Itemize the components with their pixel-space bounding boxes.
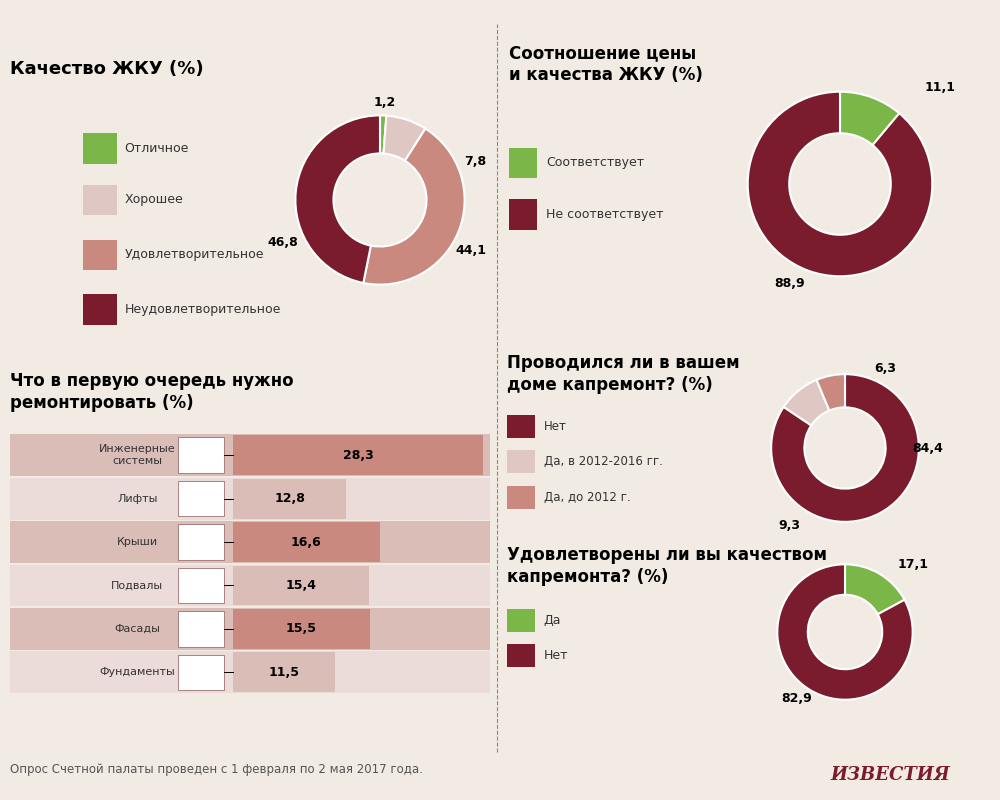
Bar bbox=[507, 415, 534, 438]
Text: Фасады: Фасады bbox=[114, 624, 160, 634]
Bar bbox=[10, 565, 490, 606]
Text: Неудовлетворительное: Неудовлетворительное bbox=[124, 303, 281, 316]
Bar bbox=[507, 644, 534, 667]
Bar bbox=[233, 435, 483, 475]
Text: 84,4: 84,4 bbox=[912, 442, 943, 454]
Text: 88,9: 88,9 bbox=[774, 277, 805, 290]
Wedge shape bbox=[845, 564, 905, 614]
Text: ИЗВЕСТИЯ: ИЗВЕСТИЯ bbox=[830, 766, 950, 784]
Text: Нет: Нет bbox=[544, 650, 568, 662]
Text: Что в первую очередь нужно
ремонтировать (%): Что в первую очередь нужно ремонтировать… bbox=[10, 372, 294, 412]
Bar bbox=[233, 522, 380, 562]
Text: Инженерные
системы: Инженерные системы bbox=[99, 445, 176, 466]
Bar bbox=[10, 434, 490, 476]
Bar bbox=[178, 654, 224, 690]
Bar bbox=[178, 438, 224, 473]
Bar bbox=[509, 199, 537, 230]
Text: Удовлетворительное: Удовлетворительное bbox=[124, 248, 264, 262]
Text: 82,9: 82,9 bbox=[781, 692, 812, 705]
Text: Опрос Счетной палаты проведен с 1 февраля по 2 мая 2017 года.: Опрос Счетной палаты проведен с 1 феврал… bbox=[10, 763, 423, 776]
Wedge shape bbox=[384, 116, 425, 161]
Text: Качество ЖКУ (%): Качество ЖКУ (%) bbox=[10, 60, 204, 78]
Text: 9,3: 9,3 bbox=[779, 519, 801, 532]
Wedge shape bbox=[295, 115, 380, 283]
Bar bbox=[83, 185, 117, 215]
Text: Удовлетворены ли вы качеством
капремонта? (%): Удовлетворены ли вы качеством капремонта… bbox=[507, 546, 827, 586]
Text: Да, в 2012-2016 гг.: Да, в 2012-2016 гг. bbox=[544, 455, 663, 468]
Bar bbox=[233, 653, 335, 692]
Text: Крыши: Крыши bbox=[117, 537, 158, 547]
Wedge shape bbox=[817, 374, 845, 410]
Text: Не соответствует: Не соответствует bbox=[546, 208, 664, 221]
Text: Отличное: Отличное bbox=[124, 142, 189, 155]
Bar bbox=[507, 450, 534, 473]
Bar bbox=[83, 133, 117, 163]
Text: 12,8: 12,8 bbox=[274, 492, 305, 505]
Text: 15,4: 15,4 bbox=[286, 579, 317, 592]
Text: Хорошее: Хорошее bbox=[124, 194, 183, 206]
Wedge shape bbox=[748, 92, 932, 276]
Text: 17,1: 17,1 bbox=[897, 558, 928, 571]
Text: Да: Да bbox=[544, 614, 561, 627]
Text: 11,1: 11,1 bbox=[924, 81, 955, 94]
Wedge shape bbox=[777, 564, 913, 700]
Text: Нет: Нет bbox=[544, 420, 567, 434]
Text: 7,8: 7,8 bbox=[464, 155, 486, 169]
Bar bbox=[10, 608, 490, 650]
Bar bbox=[507, 609, 534, 632]
Bar bbox=[83, 294, 117, 325]
Bar bbox=[178, 568, 224, 603]
Bar bbox=[10, 478, 490, 520]
Text: 46,8: 46,8 bbox=[267, 236, 298, 249]
Text: 6,3: 6,3 bbox=[875, 362, 897, 374]
Text: 28,3: 28,3 bbox=[343, 449, 373, 462]
Text: Соответствует: Соответствует bbox=[546, 156, 644, 170]
Text: Лифты: Лифты bbox=[117, 494, 157, 504]
Bar bbox=[83, 239, 117, 270]
Text: 15,5: 15,5 bbox=[286, 622, 317, 635]
Bar bbox=[507, 486, 534, 510]
Bar bbox=[233, 609, 370, 649]
Text: Подвалы: Подвалы bbox=[111, 581, 163, 590]
Text: 1,2: 1,2 bbox=[373, 96, 395, 109]
Text: Проводился ли в вашем
доме капремонт? (%): Проводился ли в вашем доме капремонт? (%… bbox=[507, 354, 740, 394]
Text: 11,5: 11,5 bbox=[268, 666, 299, 679]
Text: Да, до 2012 г.: Да, до 2012 г. bbox=[544, 491, 630, 505]
Bar bbox=[233, 566, 369, 606]
Wedge shape bbox=[380, 115, 386, 154]
Bar bbox=[178, 611, 224, 646]
Wedge shape bbox=[840, 92, 899, 145]
Text: 16,6: 16,6 bbox=[291, 535, 322, 549]
Bar bbox=[509, 147, 537, 178]
Wedge shape bbox=[784, 380, 829, 426]
Wedge shape bbox=[363, 129, 465, 285]
Bar bbox=[10, 521, 490, 563]
Wedge shape bbox=[771, 374, 919, 522]
Text: Соотношение цены
и качества ЖКУ (%): Соотношение цены и качества ЖКУ (%) bbox=[509, 44, 703, 84]
Text: Фундаменты: Фундаменты bbox=[99, 667, 175, 678]
Bar bbox=[233, 478, 346, 518]
Bar bbox=[178, 524, 224, 560]
Bar bbox=[178, 481, 224, 517]
Text: 44,1: 44,1 bbox=[456, 244, 487, 258]
Bar bbox=[10, 651, 490, 694]
